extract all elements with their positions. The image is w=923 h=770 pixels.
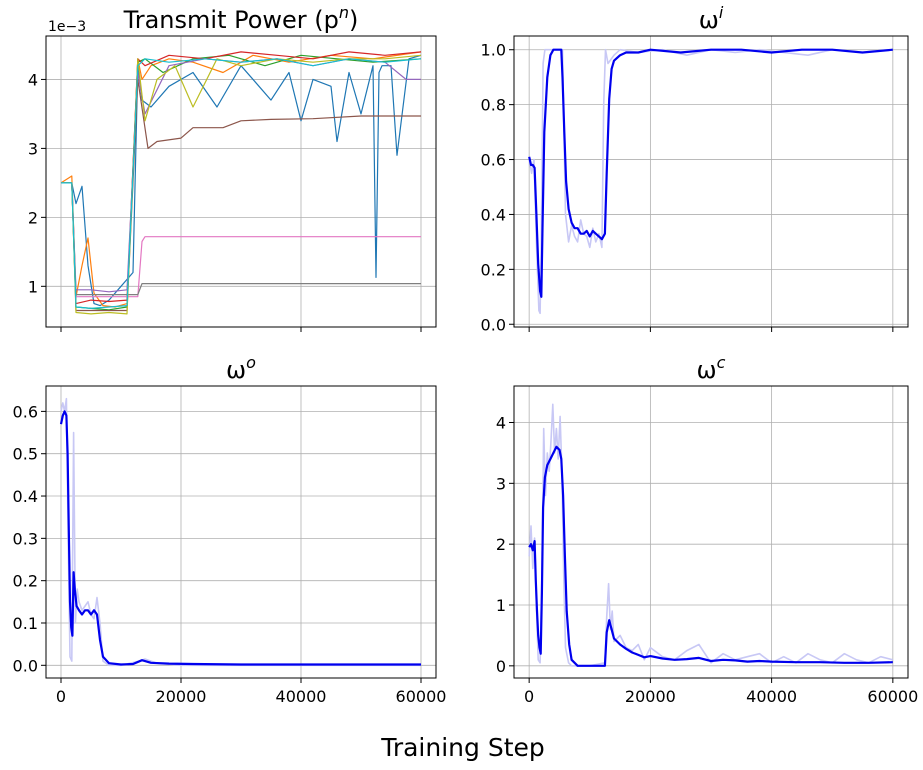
x-tick-label: 60000 bbox=[867, 687, 918, 706]
y-tick-label: 4 bbox=[28, 70, 38, 89]
y-tick-label: 0.0 bbox=[13, 656, 38, 675]
y-tick-label: 0.4 bbox=[13, 487, 38, 506]
x-tick-label: 20000 bbox=[156, 687, 207, 706]
y-tick-label: 3 bbox=[28, 139, 38, 158]
y-tick-label: 0.0 bbox=[481, 315, 506, 334]
panel-title: ωo bbox=[226, 353, 256, 384]
y-tick-label: 4 bbox=[496, 414, 506, 433]
panel-title: Transmit Power (pn) bbox=[123, 3, 359, 34]
axis-scale-label: 1e−3 bbox=[48, 19, 86, 35]
series-line bbox=[61, 58, 422, 309]
y-tick-label: 0.2 bbox=[481, 260, 506, 279]
series-line bbox=[59, 410, 421, 666]
y-tick-label: 0.2 bbox=[13, 572, 38, 591]
y-tick-label: 0.3 bbox=[13, 529, 38, 548]
series-line bbox=[61, 54, 422, 311]
y-tick-label: 2 bbox=[28, 208, 38, 227]
series-line bbox=[61, 58, 421, 293]
panel-title: ωc bbox=[697, 353, 726, 384]
x-tick-label: 0 bbox=[524, 687, 534, 706]
series-line bbox=[61, 54, 422, 307]
panel-title: ωi bbox=[699, 3, 724, 34]
plot-frame bbox=[45, 385, 437, 679]
series-line bbox=[61, 182, 421, 296]
x-tick-label: 0 bbox=[56, 687, 66, 706]
y-tick-label: 0.5 bbox=[13, 445, 38, 464]
y-tick-label: 0.8 bbox=[481, 96, 506, 115]
y-tick-label: 0.1 bbox=[13, 614, 38, 633]
chart-omega_o: 0 20000 40000 60000 0.0 0.1 0.2 0.3 0.4 0.5 0.6 ωo bbox=[13, 353, 447, 706]
y-tick-label: 0.6 bbox=[481, 151, 506, 170]
x-tick-label: 60000 bbox=[396, 687, 447, 706]
y-tick-label: 1.0 bbox=[481, 41, 506, 60]
y-tick-label: 0 bbox=[496, 657, 506, 676]
y-tick-label: 3 bbox=[496, 474, 506, 493]
chart-omega_c: 0 20000 40000 60000 0 1 2 3 4 ωc bbox=[496, 353, 918, 706]
y-tick-label: 1 bbox=[28, 277, 38, 296]
x-tick-label: 40000 bbox=[276, 687, 327, 706]
series-line bbox=[61, 182, 421, 298]
plot-frame bbox=[513, 35, 909, 328]
series-line bbox=[528, 403, 893, 667]
y-tick-label: 0.6 bbox=[13, 402, 38, 421]
chart-omega_i: 0.0 0.2 0.4 0.6 0.8 1.0 ωi bbox=[481, 3, 909, 334]
y-tick-label: 1 bbox=[496, 596, 506, 615]
y-tick-label: 2 bbox=[496, 535, 506, 554]
series-line bbox=[528, 48, 893, 315]
x-tick-label: 20000 bbox=[625, 687, 676, 706]
series-line bbox=[528, 48, 893, 298]
figure-xlabel: Training Step bbox=[380, 733, 545, 762]
series-line bbox=[528, 445, 893, 667]
series-line bbox=[61, 54, 422, 315]
plot-frame bbox=[45, 35, 437, 328]
chart-transmit_power: 1 2 3 4 1e−3 Transmit Power (pn) bbox=[28, 3, 437, 332]
plot-frame bbox=[513, 385, 909, 679]
y-tick-label: 0.4 bbox=[481, 205, 506, 224]
series-line bbox=[60, 397, 421, 667]
x-tick-label: 40000 bbox=[746, 687, 797, 706]
series-line bbox=[61, 78, 421, 312]
